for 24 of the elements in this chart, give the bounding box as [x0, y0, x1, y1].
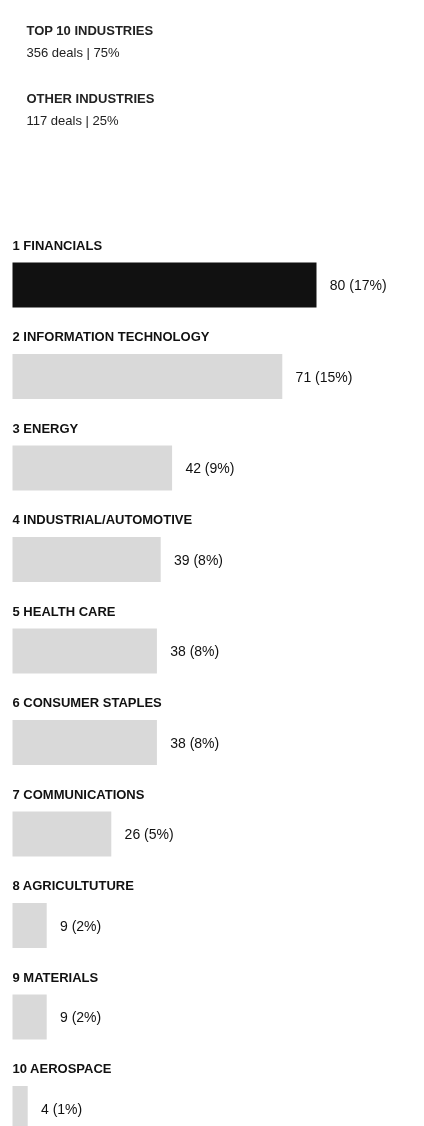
- y-tick-label: 7 COMMUNICATIONS: [12, 786, 145, 802]
- y-tick-label: 5 HEALTH CARE: [12, 603, 116, 619]
- data-label: 38 (8%): [170, 643, 220, 659]
- y-tick-label: 1 FINANCIALS: [12, 237, 103, 253]
- data-label: 4 (1%): [41, 1100, 83, 1117]
- data-label: 38 (8%): [170, 734, 220, 751]
- y-tick-label: 10 AEROSPACE: [12, 1061, 112, 1076]
- y-tick-label: 6 CONSUMER STAPLES: [12, 695, 163, 710]
- data-label: 9 (2%): [60, 917, 102, 934]
- data-label: 80 (17%): [329, 277, 387, 293]
- y-tick-label: 9 MATERIALS: [12, 969, 99, 985]
- y-tick-label: 3 ENERGY: [12, 420, 79, 436]
- data-label: 42 (9%): [185, 460, 235, 476]
- text: 356 deals | 75%: [26, 45, 120, 60]
- data-label: 9 (2%): [60, 1009, 102, 1025]
- y-tick-label: 4 INDUSTRIAL/AUTOMOTIVE: [12, 512, 193, 527]
- text: 117 deals | 25%: [26, 113, 119, 128]
- y-tick-label: 8 AGRICULTUTURE: [12, 878, 135, 893]
- y-tick-label: 2 INFORMATION TECHNOLOGY: [12, 329, 210, 344]
- data-label: 71 (15%): [295, 368, 353, 385]
- data-label: 26 (5%): [124, 826, 174, 842]
- data-label: 39 (8%): [174, 551, 224, 568]
- text: OTHER INDUSTRIES: [26, 91, 155, 106]
- text: TOP 10 INDUSTRIES: [26, 23, 154, 38]
